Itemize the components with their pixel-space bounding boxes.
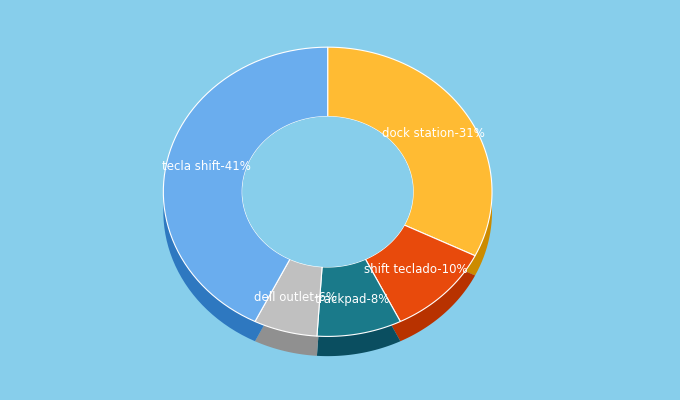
- Ellipse shape: [242, 116, 413, 267]
- Text: dock station-31%: dock station-31%: [382, 127, 486, 140]
- PathPatch shape: [328, 67, 492, 276]
- PathPatch shape: [365, 245, 475, 341]
- PathPatch shape: [328, 47, 492, 256]
- PathPatch shape: [317, 259, 401, 336]
- PathPatch shape: [255, 279, 322, 356]
- Text: tecla shift-41%: tecla shift-41%: [162, 160, 250, 173]
- PathPatch shape: [317, 279, 401, 356]
- Text: dell outlet-6%: dell outlet-6%: [254, 292, 337, 304]
- Ellipse shape: [242, 136, 413, 287]
- PathPatch shape: [365, 225, 475, 322]
- Text: trackpad-8%: trackpad-8%: [314, 293, 390, 306]
- PathPatch shape: [163, 67, 328, 341]
- PathPatch shape: [163, 47, 328, 322]
- Text: shift teclado-10%: shift teclado-10%: [364, 263, 468, 276]
- PathPatch shape: [255, 259, 322, 336]
